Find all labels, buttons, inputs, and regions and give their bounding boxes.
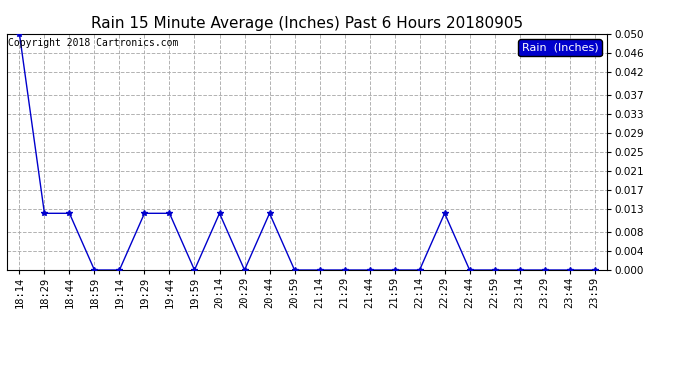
Rain  (Inches) [190,268,199,272]
Rain  (Inches) [40,211,48,216]
Rain  (Inches) [215,211,224,216]
Text: Copyright 2018 Cartronics.com: Copyright 2018 Cartronics.com [8,39,179,48]
Rain  (Inches) [15,32,23,36]
Rain  (Inches) [66,211,74,216]
Rain  (Inches) [591,268,599,272]
Rain  (Inches) [515,268,524,272]
Rain  (Inches) [391,268,399,272]
Rain  (Inches) [140,211,148,216]
Rain  (Inches) [440,211,449,216]
Rain  (Inches) [566,268,574,272]
Rain  (Inches) [540,268,549,272]
Rain  (Inches) [290,268,299,272]
Rain  (Inches) [315,268,324,272]
Rain  (Inches) [366,268,374,272]
Rain  (Inches) [491,268,499,272]
Rain  (Inches) [166,211,174,216]
Rain  (Inches) [466,268,474,272]
Title: Rain 15 Minute Average (Inches) Past 6 Hours 20180905: Rain 15 Minute Average (Inches) Past 6 H… [91,16,523,31]
Rain  (Inches) [90,268,99,272]
Rain  (Inches) [115,268,124,272]
Rain  (Inches) [340,268,348,272]
Legend: Rain  (Inches): Rain (Inches) [518,39,602,56]
Rain  (Inches) [266,211,274,216]
Rain  (Inches) [415,268,424,272]
Line: Rain  (Inches): Rain (Inches) [17,31,598,273]
Rain  (Inches) [240,268,248,272]
